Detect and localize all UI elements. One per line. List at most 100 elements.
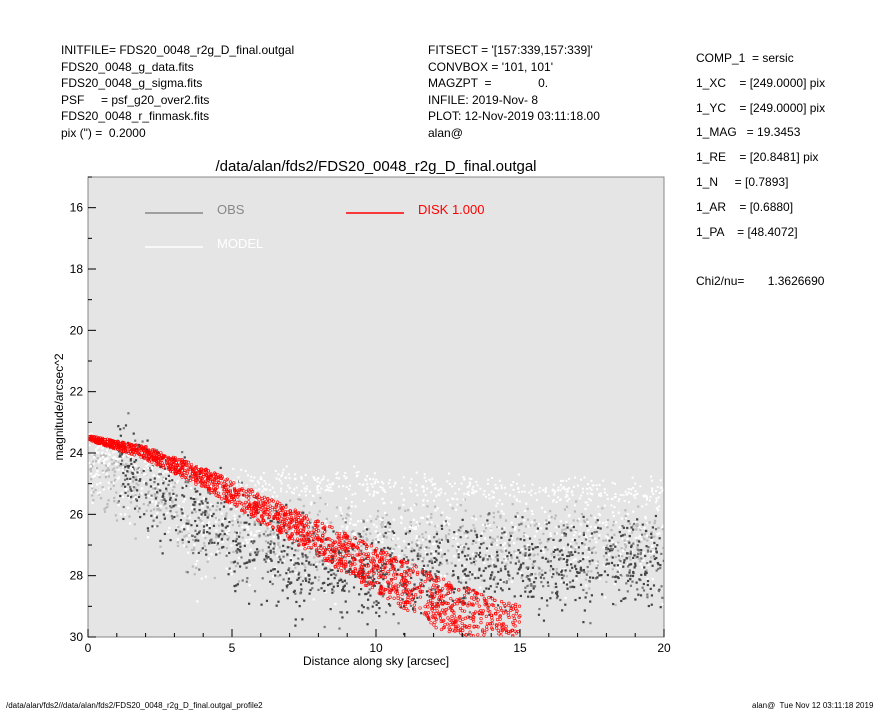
obs-point-dark: [191, 512, 193, 514]
model-point: [597, 506, 599, 508]
obs-point-light: [462, 525, 464, 527]
obs-point-dark: [483, 590, 485, 592]
obs-point-light: [349, 522, 351, 524]
obs-point-dark: [646, 596, 648, 598]
obs-point-dark: [146, 439, 148, 441]
obs-point-light: [210, 553, 212, 555]
obs-point-dark: [385, 532, 387, 534]
obs-point-dark: [593, 531, 595, 533]
obs-point-dark: [636, 588, 638, 590]
obs-point-dark: [172, 493, 174, 495]
obs-point-light: [455, 509, 457, 511]
obs-point-dark: [507, 571, 509, 573]
obs-point-dark: [508, 544, 510, 546]
obs-point-dark: [618, 589, 620, 591]
model-point: [489, 498, 491, 500]
obs-point-dark: [589, 622, 591, 624]
model-point: [473, 492, 475, 494]
obs-point-dark: [545, 558, 547, 560]
obs-point-light: [611, 541, 613, 543]
obs-point-dark: [125, 424, 127, 426]
model-point: [265, 489, 267, 491]
obs-point-dark: [181, 539, 183, 541]
obs-point-light: [619, 565, 621, 567]
model-point: [335, 473, 337, 475]
obs-point-light: [395, 544, 397, 546]
obs-point-dark: [234, 561, 236, 563]
obs-point-light: [520, 577, 522, 579]
obs-point-light: [475, 518, 477, 520]
obs-point-dark: [640, 594, 642, 596]
model-point: [440, 488, 442, 490]
obs-point-light: [534, 524, 536, 526]
obs-point-light: [129, 522, 131, 524]
obs-point-dark: [544, 546, 546, 548]
obs-point-light: [613, 534, 615, 536]
obs-point-light: [632, 511, 634, 513]
obs-point-dark: [278, 556, 280, 558]
obs-point-dark: [564, 569, 566, 571]
obs-point-dark: [441, 528, 443, 530]
obs-point-dark: [260, 524, 262, 526]
model-point: [559, 499, 561, 501]
obs-point-dark: [420, 612, 422, 614]
model-point: [246, 485, 248, 487]
obs-point-dark: [566, 555, 568, 557]
obs-point-dark: [205, 498, 207, 500]
obs-point-dark: [224, 501, 226, 503]
obs-point-light: [228, 530, 230, 532]
obs-point-dark: [589, 560, 591, 562]
disk-point: [503, 643, 506, 646]
obs-point-light: [173, 486, 175, 488]
obs-point-dark: [568, 551, 570, 553]
obs-point-dark: [124, 492, 126, 494]
obs-point-dark: [322, 560, 324, 562]
obs-point-dark: [626, 574, 628, 576]
obs-point-light: [215, 529, 217, 531]
obs-point-light: [114, 479, 116, 481]
obs-point-dark: [286, 553, 288, 555]
obs-point-dark: [529, 591, 531, 593]
model-point: [254, 484, 256, 486]
obs-point-dark: [145, 483, 147, 485]
obs-point-dark: [123, 506, 125, 508]
obs-point-dark: [563, 575, 565, 577]
model-point: [338, 486, 340, 488]
obs-point-dark: [589, 576, 591, 578]
obs-point-light: [380, 523, 382, 525]
obs-point-light: [250, 533, 252, 535]
obs-point-dark: [500, 587, 502, 589]
disk-point: [485, 642, 488, 645]
obs-point-dark: [558, 573, 560, 575]
model-point: [282, 472, 284, 474]
obs-point-dark: [167, 484, 169, 486]
model-point: [658, 496, 660, 498]
obs-point-dark: [612, 603, 614, 605]
obs-point-light: [590, 526, 592, 528]
obs-point-dark: [121, 460, 123, 462]
obs-point-dark: [472, 540, 474, 542]
obs-point-light: [602, 540, 604, 542]
obs-point-dark: [515, 562, 517, 564]
obs-point-light: [575, 578, 577, 580]
obs-point-dark: [194, 488, 196, 490]
obs-point-light: [193, 549, 195, 551]
obs-point-light: [564, 508, 566, 510]
obs-point-dark: [499, 579, 501, 581]
obs-point-light: [141, 487, 143, 489]
obs-point-light: [108, 487, 110, 489]
obs-point-light: [106, 503, 108, 505]
obs-point-dark: [524, 587, 526, 589]
model-point: [318, 485, 320, 487]
model-point: [330, 486, 332, 488]
obs-point-light: [455, 537, 457, 539]
obs-point-dark: [247, 534, 249, 536]
obs-point-dark: [555, 586, 557, 588]
model-point: [463, 478, 465, 480]
obs-point-dark: [332, 530, 334, 532]
obs-point-dark: [317, 589, 319, 591]
model-point: [495, 505, 497, 507]
obs-point-dark: [330, 583, 332, 585]
obs-point-dark: [124, 486, 126, 488]
obs-point-light: [177, 538, 179, 540]
